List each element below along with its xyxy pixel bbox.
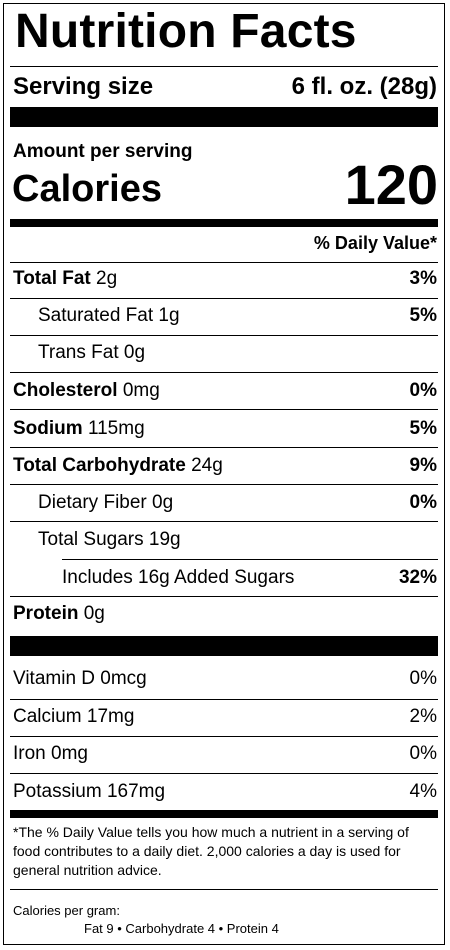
daily-value-percent: 0% xyxy=(409,668,437,689)
nutrient-row-cholesterol: Cholesterol 0mg xyxy=(13,379,160,403)
nutrient-name: Protein xyxy=(13,603,79,624)
daily-value-percent: 2% xyxy=(409,706,437,727)
nutrient-amount: 115mg xyxy=(87,418,145,439)
calories-label: Calories xyxy=(12,168,162,210)
divider xyxy=(62,559,438,560)
thick-divider xyxy=(10,636,438,656)
nutrient-name: Saturated Fat xyxy=(38,305,154,326)
nutrient-amount: 0g xyxy=(123,342,146,363)
nutrient-row-total-carbohydrate: Total Carbohydrate 24g xyxy=(13,454,223,478)
daily-value-percent: 9% xyxy=(409,455,437,476)
nutrient-name: Includes 16g Added Sugars xyxy=(62,567,295,588)
nutrient-name: Total Sugars xyxy=(38,529,144,550)
daily-value-percent: 0% xyxy=(409,380,437,401)
nutrient-row-protein: Protein 0g xyxy=(13,602,105,626)
nutrient-amount: 24g xyxy=(191,455,223,476)
serving-size-label: Serving size xyxy=(13,73,154,100)
micronutrient-row-vitamin-d: Vitamin D 0mcg xyxy=(13,668,147,689)
calories-per-gram-values: Fat 9 • Carbohydrate 4 • Protein 4 xyxy=(84,921,279,936)
nutrient-amount: 2g xyxy=(96,268,118,289)
divider xyxy=(10,521,438,522)
nutrient-name: Sodium xyxy=(13,418,83,439)
medium-divider xyxy=(10,219,438,227)
nutrient-row-total-sugars: Total Sugars 19g xyxy=(38,528,181,552)
nutrient-name: Dietary Fiber xyxy=(38,492,147,513)
nutrient-row-saturated-fat: Saturated Fat 1g xyxy=(38,304,180,328)
micronutrient-row-potassium: Potassium 167mg xyxy=(13,781,166,802)
daily-value-percent: 3% xyxy=(409,268,437,289)
nutrient-name: Total Fat xyxy=(13,268,91,289)
daily-value-footnote: *The % Daily Value tells you how much a … xyxy=(13,824,409,878)
nutrient-row-added-sugars: Includes 16g Added Sugars xyxy=(62,566,294,590)
nutrient-amount: 19g xyxy=(148,529,181,550)
nutrient-row-trans-fat: Trans Fat 0g xyxy=(38,341,145,365)
nutrient-row-sodium: Sodium 115mg xyxy=(13,417,145,441)
label-title: Nutrition Facts xyxy=(15,5,357,58)
divider xyxy=(10,773,438,774)
micronutrient-row-iron: Iron 0mg xyxy=(13,743,88,764)
divider xyxy=(10,335,438,336)
daily-value-percent: 4% xyxy=(409,781,437,802)
calories-value: 120 xyxy=(344,153,438,216)
divider xyxy=(10,889,438,890)
nutrient-row-dietary-fiber: Dietary Fiber 0g xyxy=(38,491,173,515)
divider xyxy=(10,736,438,737)
daily-value-percent: 32% xyxy=(398,567,437,588)
divider xyxy=(10,484,438,485)
medium-divider xyxy=(10,810,438,818)
nutrient-amount: 0g xyxy=(152,492,174,513)
nutrient-amount: 0mg xyxy=(122,380,160,401)
nutrient-name: Total Carbohydrate xyxy=(13,455,186,476)
divider xyxy=(10,699,438,700)
divider xyxy=(10,372,438,373)
nutrient-name: Cholesterol xyxy=(13,380,118,401)
divider xyxy=(10,447,438,448)
serving-size-value: 6 fl. oz. (28g) xyxy=(291,73,437,100)
nutrition-facts-label: Nutrition Facts Serving size 6 fl. oz. (… xyxy=(3,3,445,945)
divider xyxy=(10,596,438,597)
nutrient-row-total-fat: Total Fat 2g xyxy=(13,267,117,291)
nutrient-amount: 0g xyxy=(83,603,105,624)
nutrient-amount: 1g xyxy=(158,305,180,326)
divider xyxy=(10,298,438,299)
divider xyxy=(10,262,438,263)
daily-value-percent: 0% xyxy=(409,492,437,513)
daily-value-header: % Daily Value* xyxy=(313,233,437,253)
thick-divider xyxy=(10,107,438,127)
calories-per-gram-label: Calories per gram: xyxy=(13,903,120,918)
divider xyxy=(10,409,438,410)
daily-value-percent: 5% xyxy=(409,418,437,439)
nutrient-name: Trans Fat xyxy=(38,342,119,363)
divider xyxy=(10,66,438,67)
amount-per-serving: Amount per serving xyxy=(13,141,193,162)
daily-value-percent: 0% xyxy=(409,743,437,764)
daily-value-percent: 5% xyxy=(409,305,437,326)
micronutrient-row-calcium: Calcium 17mg xyxy=(13,706,135,727)
